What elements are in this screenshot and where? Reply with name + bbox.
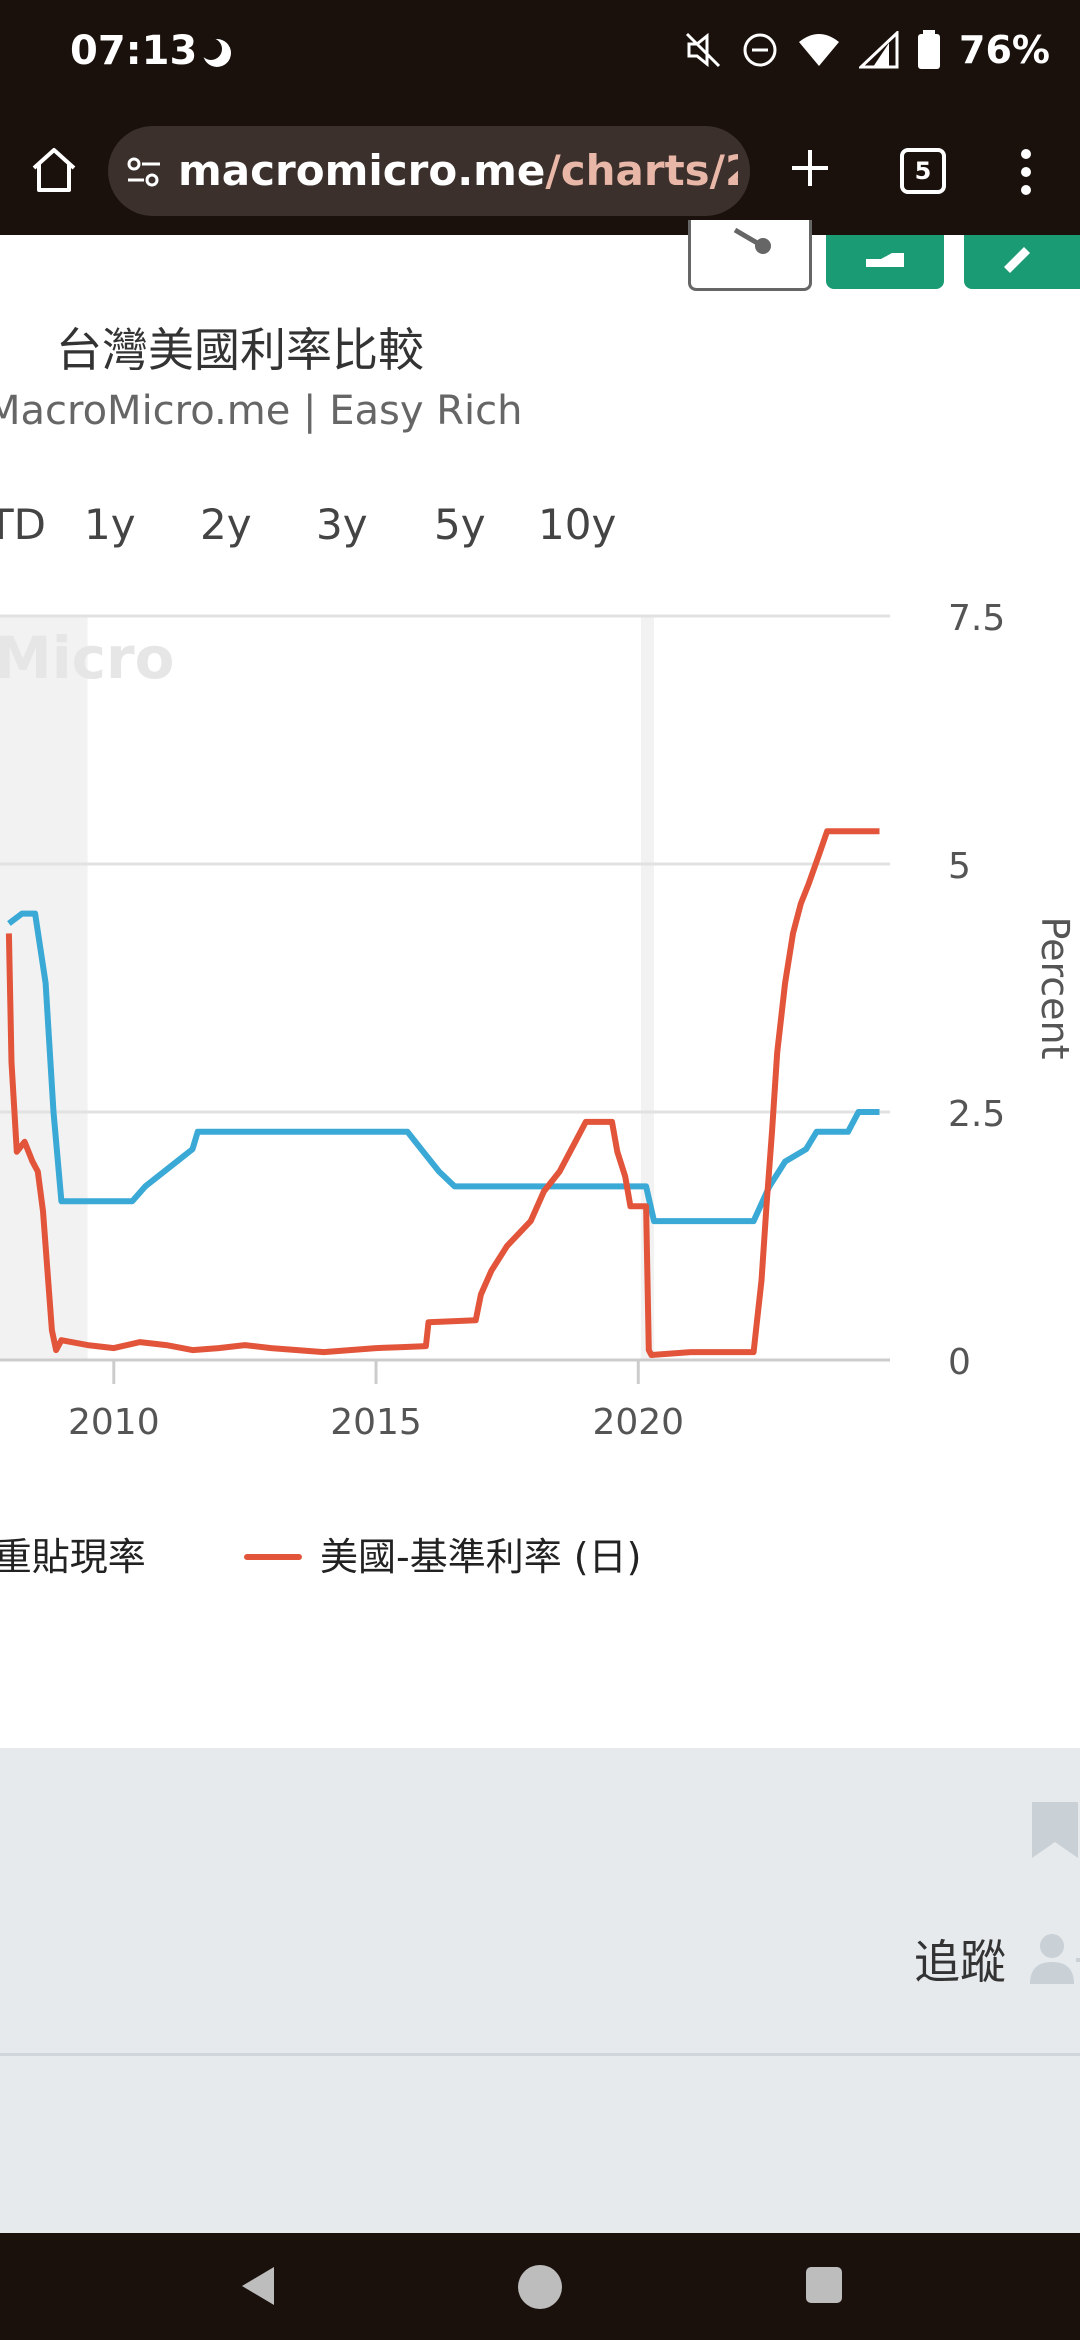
url-path: /charts/207 xyxy=(545,146,738,195)
range-button-ytd[interactable]: TD xyxy=(0,500,46,549)
home-circle-icon[interactable] xyxy=(518,2265,562,2309)
chart-legend: -重貼現率 美國-基準利率 (日) xyxy=(0,1526,1080,1586)
legend-swatch-us-rate xyxy=(244,1554,302,1560)
url-host: macromicro.me xyxy=(178,146,546,195)
watermark: Micro xyxy=(0,624,174,692)
status-time: 07:13 xyxy=(70,28,198,74)
download-icon xyxy=(866,253,904,267)
range-button-3y[interactable]: 3y xyxy=(316,500,368,549)
x-tick-label: 2015 xyxy=(330,1402,422,1443)
interest-rate-chart: Micro 0 2.5 5 7.5 2010 2015 2020 Percent xyxy=(0,598,1077,1443)
chart-source: MacroMicro.me | Easy Rich xyxy=(0,388,523,434)
bookmark-icon[interactable] xyxy=(1030,1800,1080,1860)
chart-title: 台灣美國利率比較 xyxy=(56,323,424,377)
back-icon[interactable] xyxy=(236,2263,282,2309)
x-tick-label: 2020 xyxy=(592,1402,684,1443)
plus-icon[interactable] xyxy=(782,140,838,196)
range-selector: TD 1y 2y 3y 5y 10y xyxy=(0,500,700,560)
range-button-2y[interactable]: 2y xyxy=(200,500,252,549)
section-divider xyxy=(0,2053,1080,2056)
recents-icon[interactable] xyxy=(806,2267,842,2303)
moon-icon xyxy=(200,38,231,67)
battery-percent: 76% xyxy=(959,28,1050,72)
series-line-0[interactable] xyxy=(7,910,880,1225)
y-axis-label: Percent xyxy=(1033,917,1077,1060)
wifi-icon xyxy=(799,34,840,66)
series-line-1[interactable] xyxy=(5,828,880,1358)
dnd-icon xyxy=(743,33,777,67)
follow-section: 追蹤 xyxy=(0,1748,1080,2233)
home-icon[interactable] xyxy=(28,144,80,196)
legend-item-taiwan-discount-rate[interactable]: -重貼現率 xyxy=(0,1535,146,1579)
edit-button[interactable] xyxy=(964,235,1080,289)
legend-item-us-benchmark-rate[interactable]: 美國-基準利率 (日) xyxy=(320,1535,642,1579)
edit-icon xyxy=(1004,247,1030,273)
tune-icon[interactable] xyxy=(124,152,164,192)
menu-icon[interactable] xyxy=(1010,142,1042,202)
recession-band xyxy=(640,616,654,1360)
status-bar: 07:13 76% xyxy=(0,0,1080,110)
url-text[interactable]: macromicro.me/charts/207 xyxy=(178,146,738,195)
y-tick-label: 7.5 xyxy=(948,598,1005,639)
range-button-5y[interactable]: 5y xyxy=(434,500,486,549)
y-tick-label: 5 xyxy=(948,846,971,887)
status-icons: 76% xyxy=(683,28,1050,72)
browser-toolbar: macromicro.me/charts/207 5 xyxy=(0,110,1080,235)
x-tick-label: 2010 xyxy=(68,1402,160,1443)
share-button[interactable] xyxy=(688,220,812,291)
address-bar[interactable]: macromicro.me/charts/207 xyxy=(108,126,750,216)
mute-icon xyxy=(685,32,721,68)
battery-icon xyxy=(918,30,941,69)
range-button-1y[interactable]: 1y xyxy=(84,500,136,549)
range-button-10y[interactable]: 10y xyxy=(538,500,617,549)
signal-icon xyxy=(859,31,899,69)
download-button[interactable] xyxy=(826,235,944,289)
tabs-icon[interactable]: 5 xyxy=(900,148,946,194)
y-tick-label: 2.5 xyxy=(948,1094,1005,1135)
follow-label[interactable]: 追蹤 xyxy=(914,1935,1006,1989)
add-person-icon[interactable] xyxy=(1030,1930,1080,1986)
share-icon xyxy=(733,227,771,254)
system-nav-bar xyxy=(0,2233,1080,2340)
y-tick-label: 0 xyxy=(948,1342,971,1383)
